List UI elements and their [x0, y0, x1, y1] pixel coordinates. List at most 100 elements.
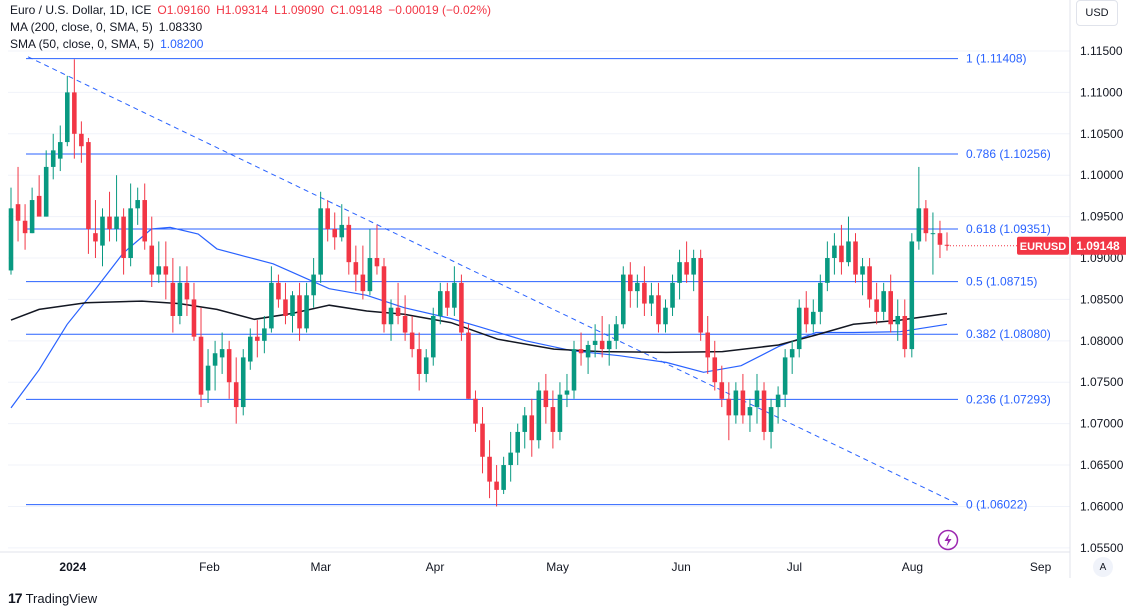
ohlc-low: L1.09090: [274, 3, 325, 17]
candle-body: [508, 452, 513, 466]
sma50-value: 1.08200: [160, 37, 204, 51]
ohlc-change: −0.00019 (−0.02%): [388, 3, 492, 17]
candle-body: [65, 92, 70, 143]
time-tick-label: Mar: [310, 560, 331, 574]
candle-body: [269, 282, 274, 329]
candle-body: [726, 398, 732, 416]
candle-body: [212, 353, 218, 366]
candle-body: [860, 266, 865, 275]
candle-body: [867, 266, 872, 300]
candle-body: [874, 299, 879, 312]
time-tick-label: Feb: [199, 560, 220, 574]
candle-body: [909, 241, 915, 350]
candle-body: [839, 245, 844, 263]
candle-body: [430, 315, 436, 358]
candle-body: [395, 307, 401, 316]
candle-body: [8, 208, 14, 271]
candle-body: [107, 216, 112, 230]
candle-body: [459, 282, 464, 333]
symbol-title[interactable]: Euro / U.S. Dollar, 1D, ICE: [10, 3, 152, 17]
fib-level-label: 0.382 (1.08080): [966, 327, 1051, 341]
candle-body: [501, 465, 506, 490]
ma200-value: 1.08330: [158, 20, 203, 34]
candle-body: [402, 315, 408, 333]
candle-body: [135, 200, 140, 209]
candle-body: [853, 241, 858, 275]
tradingview-logo[interactable]: 17 TradingView: [8, 590, 97, 606]
auto-scale-button[interactable]: A: [1093, 557, 1113, 577]
candle-body: [240, 357, 246, 408]
candle-body: [818, 282, 823, 312]
candle-body: [226, 349, 232, 383]
price-tick-label: 1.08000: [1080, 334, 1124, 348]
candle-body: [895, 315, 901, 325]
symbol-tag-text: EURUSD: [1020, 241, 1067, 253]
candle-body: [219, 349, 225, 358]
candle-body: [423, 357, 429, 374]
candle-body: [156, 266, 162, 275]
candle-body: [22, 220, 28, 234]
chart-legend: Euro / U.S. Dollar, 1D, ICE O1.09160 H1.…: [10, 2, 491, 53]
time-tick-label: May: [546, 560, 569, 574]
candle-body: [452, 282, 457, 308]
candle-body: [381, 266, 387, 325]
candle-body: [663, 307, 668, 325]
price-tick-label: 1.10000: [1080, 168, 1124, 182]
time-tick-label: Sep: [1030, 560, 1052, 574]
price-tick-label: 1.11500: [1080, 44, 1123, 58]
fibonacci-retracement: 1 (1.11408) 0.786 (1.10256) 0.618 (1.09351…: [26, 52, 1051, 512]
sma50-label[interactable]: SMA (50, close, 0, SMA, 5): [10, 37, 155, 51]
tradingview-mark-icon: 17: [8, 590, 23, 606]
candle-body: [536, 390, 542, 441]
currency-button[interactable]: USD: [1076, 0, 1118, 26]
candle-body: [339, 224, 345, 238]
candle-body: [888, 291, 893, 325]
candle-body: [656, 295, 661, 325]
candle-body: [480, 423, 485, 457]
fib-level-label: 1 (1.11408): [966, 52, 1027, 66]
candle-body: [332, 229, 338, 238]
price-tick-label: 1.06000: [1080, 499, 1124, 513]
last-price-tag: [1071, 236, 1126, 255]
candle-body: [325, 208, 330, 230]
candle-body: [733, 390, 739, 416]
candle-body: [768, 407, 774, 432]
candle-body: [191, 299, 197, 337]
candle-body: [684, 262, 689, 275]
candle-body: [304, 295, 309, 329]
fib-level-label: 0.236 (1.07293): [966, 392, 1051, 406]
ohlc-high: H1.09314: [216, 3, 269, 17]
candle-body: [543, 390, 549, 408]
candle-body: [438, 291, 443, 316]
candle-body: [121, 216, 126, 259]
candle-body: [803, 307, 809, 325]
ma200-label[interactable]: MA (200, close, 0, SMA, 5): [10, 20, 153, 34]
candle-body: [712, 357, 718, 383]
candle-body: [184, 282, 190, 300]
candle-body: [902, 315, 908, 350]
candle-body: [677, 262, 682, 283]
price-tick-label: 1.07000: [1080, 417, 1124, 431]
candle-body: [409, 332, 415, 350]
tradingview-name: TradingView: [25, 590, 98, 606]
lightning-icon[interactable]: [937, 529, 959, 551]
fib-level-label: 0.618 (1.09351): [966, 222, 1051, 236]
candle-body: [198, 336, 204, 395]
candle-body: [466, 332, 471, 399]
candle-body: [578, 349, 584, 354]
candle-body: [311, 274, 316, 296]
candle-body: [50, 150, 56, 167]
candle-body: [93, 233, 98, 242]
price-tick-label: 1.11000: [1080, 85, 1123, 99]
candle-body: [635, 282, 640, 292]
ohlc-open: O1.09160: [157, 3, 211, 17]
candle-body: [691, 258, 696, 275]
trendline: [27, 56, 959, 505]
time-tick-label: Apr: [426, 560, 445, 574]
candle-body: [649, 295, 654, 304]
candle-body: [487, 456, 492, 482]
fib-level-label: 0.5 (1.08715): [966, 275, 1037, 289]
candle-body: [494, 481, 499, 490]
candle-body: [43, 166, 49, 217]
